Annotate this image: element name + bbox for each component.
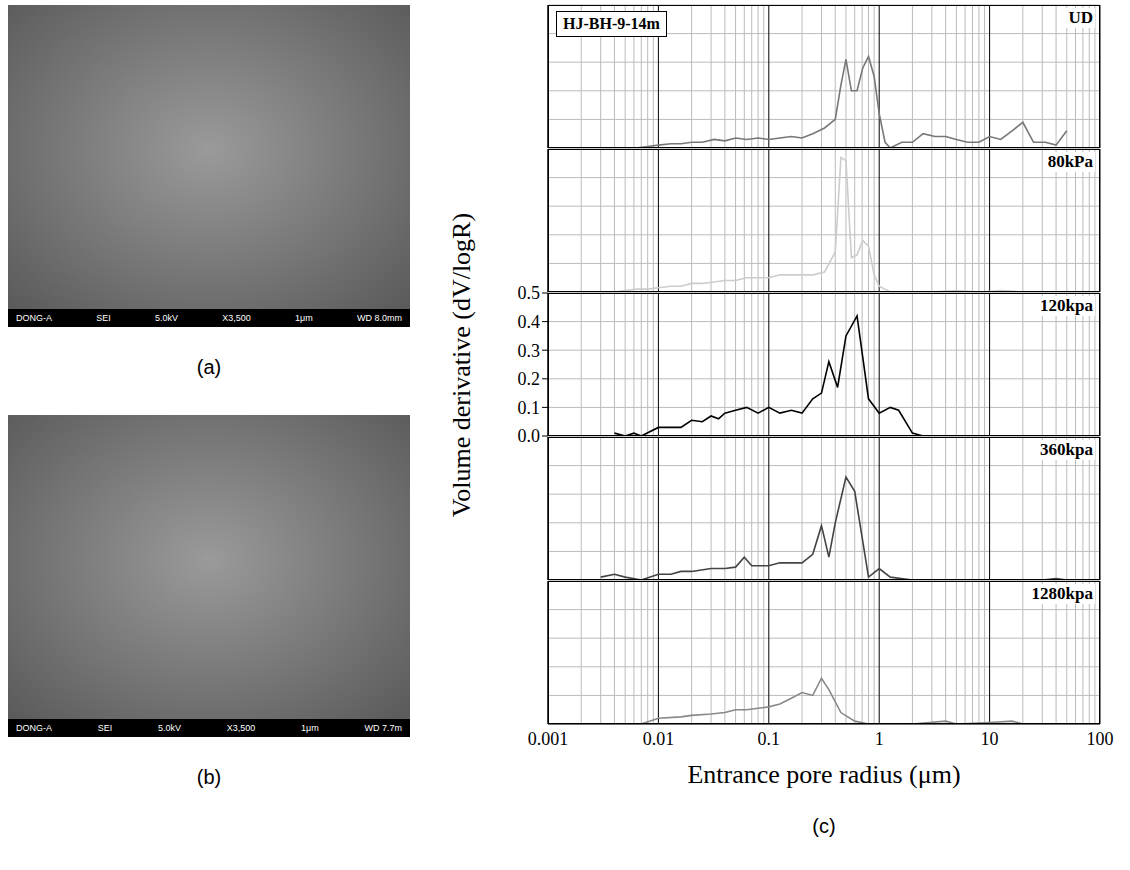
svg-text:0.5: 0.5 xyxy=(518,283,541,303)
html-text:UD: UD xyxy=(1068,8,1093,27)
html-text:HJ-BH-9-14m: HJ-BH-9-14m xyxy=(563,15,660,32)
html-text:X3,500: X3,500 xyxy=(226,723,256,733)
html-text:360kpa: 360kpa xyxy=(1040,440,1093,459)
html-text:Entrance pore radius (μm): Entrance pore radius (μm) xyxy=(687,760,961,789)
svg-text:0.3: 0.3 xyxy=(518,341,541,361)
html-text:(b): (b) xyxy=(196,766,222,788)
svg-text:0.4: 0.4 xyxy=(518,312,541,332)
svg-text:0.0: 0.0 xyxy=(518,426,541,446)
html-text:X3,500: X3,500 xyxy=(222,313,251,323)
html-text:120kpa: 120kpa xyxy=(1040,296,1093,315)
html-text:WD 7.7m: WD 7.7m xyxy=(364,723,402,733)
svg-text:10: 10 xyxy=(981,729,999,749)
svg-text:0.1: 0.1 xyxy=(518,398,541,418)
svg-text:1: 1 xyxy=(875,729,884,749)
html-text:SEI: SEI xyxy=(97,723,113,733)
html-text:1μm: 1μm xyxy=(301,723,319,733)
svg-text:0.1: 0.1 xyxy=(758,729,781,749)
html-text:1280kpa: 1280kpa xyxy=(1031,584,1093,603)
svg-text:0.001: 0.001 xyxy=(528,729,569,749)
html-text:(c): (c) xyxy=(812,815,836,837)
html-text:1μm: 1μm xyxy=(295,313,313,323)
svg-text:0.2: 0.2 xyxy=(518,369,541,389)
html-text:SEI: SEI xyxy=(96,313,111,323)
html-text:WD 8.0mm: WD 8.0mm xyxy=(356,313,402,323)
html-text:Volume derivative (dV/logR): Volume derivative (dV/logR) xyxy=(447,212,476,517)
svg-text:0.01: 0.01 xyxy=(643,729,675,749)
html-text:80kPa: 80kPa xyxy=(1047,152,1093,171)
html-text:5.0kV: 5.0kV xyxy=(158,723,181,733)
html-text:DONG-A: DONG-A xyxy=(16,723,52,733)
html-text:DONG-A: DONG-A xyxy=(16,313,52,323)
html-text:5.0kV: 5.0kV xyxy=(155,313,178,323)
svg-text:100: 100 xyxy=(1087,729,1114,749)
html-text:(a): (a) xyxy=(196,356,222,378)
